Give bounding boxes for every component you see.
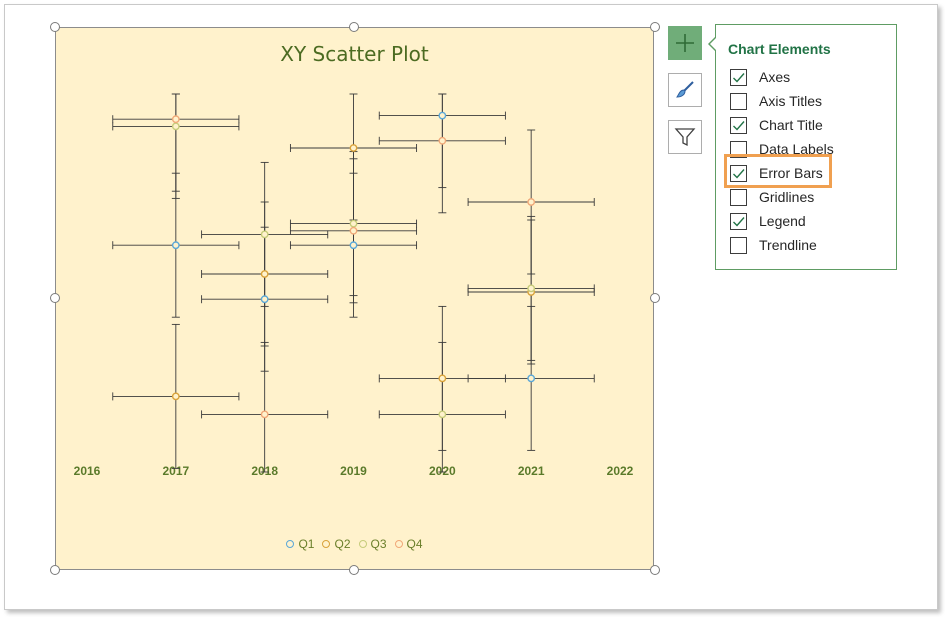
data-point-q4 [260,410,269,419]
checkbox[interactable] [730,188,747,206]
brush-icon [676,81,694,98]
option-label: Data Labels [759,141,834,157]
option-label: Chart Title [759,117,823,133]
legend-entry-q1[interactable]: Q1 [286,537,314,551]
resize-handle-top[interactable] [349,22,359,32]
legend-label: Q4 [406,537,423,551]
option-gridlines[interactable]: Gridlines [730,187,814,207]
legend[interactable]: Q1 Q2 Q3 Q4 [56,537,653,551]
x-tick-label: 2021 [518,464,545,478]
option-label: Gridlines [759,189,815,205]
option-axis-titles[interactable]: Axis Titles [730,91,822,111]
chart-elements-panel: Chart Elements Axes Axis Titles Chart Titl… [715,24,897,270]
x-tick-label: 2017 [162,464,189,478]
checkbox[interactable] [730,164,747,182]
data-point-q3 [527,284,536,293]
legend-marker [358,539,367,548]
option-label: Axes [759,69,791,85]
option-chart-title[interactable]: Chart Title [730,115,823,135]
chart-filters-button[interactable] [668,120,702,154]
plus-icon [676,34,694,52]
chart-area[interactable]: XY Scatter Plot 2016 2017 2018 2019 2020 2021… [55,27,654,570]
checkmark-icon [733,168,745,179]
resize-handle-top-right[interactable] [650,22,660,32]
checkbox[interactable] [730,140,747,158]
option-label: Legend [759,213,806,229]
data-point-q3 [438,410,447,419]
error-bars-highlight [724,154,832,188]
checkmark-icon [733,72,745,83]
data-point-q3 [171,122,180,131]
x-tick-label: 2016 [74,464,101,478]
checkbox[interactable] [730,212,747,230]
option-label: Axis Titles [759,93,823,109]
panel-title: Chart Elements [728,41,831,57]
option-data-labels[interactable]: Data Labels [730,139,834,159]
chart-title[interactable]: XY Scatter Plot [280,42,429,66]
data-point-q1 [171,241,180,250]
checkbox[interactable] [730,68,747,86]
legend-entry-q3[interactable]: Q3 [358,537,387,551]
option-legend[interactable]: Legend [730,211,806,231]
legend-label: Q1 [298,537,315,551]
data-point-q4 [171,115,180,124]
checkmark-icon [733,120,745,131]
data-point-q4 [527,198,536,206]
data-point-q4 [438,136,447,145]
resize-handle-bottom-right[interactable] [650,565,660,575]
resize-handle-top-left[interactable] [50,22,60,32]
checkbox[interactable] [730,236,747,254]
option-error-bars[interactable]: Error Bars [730,163,823,183]
checkbox[interactable] [730,92,747,110]
resize-handle-bottom-left[interactable] [50,565,60,575]
checkbox[interactable] [730,116,747,134]
x-tick-label: 2019 [340,464,367,478]
legend-label: Q2 [334,537,351,551]
checkmark-icon [733,216,745,227]
resize-handle-right[interactable] [650,293,660,303]
legend-entry-q4[interactable]: Q4 [394,537,423,551]
option-label: Trendline [759,237,817,253]
data-point-q4 [349,226,358,235]
legend-marker [394,539,403,548]
chart-styles-button[interactable] [668,73,702,107]
data-point-q2 [260,270,269,278]
legend-marker [322,539,331,548]
option-label: Error Bars [759,165,823,181]
legend-marker [286,539,295,548]
x-tick-label: 2022 [607,464,634,478]
data-point-q2 [438,374,447,383]
data-point-q1 [527,374,536,383]
data-point-q2 [171,392,180,401]
data-point-q1 [349,241,358,250]
plot-area: 2016 2017 2018 2019 2020 2021 2022 [74,93,634,478]
funnel-icon [674,128,696,147]
data-point-q3 [349,219,358,228]
data-point-q2 [349,144,358,152]
legend-label: Q3 [370,537,387,551]
chart-elements-button[interactable] [668,26,702,60]
option-trendline[interactable]: Trendline [730,235,817,255]
data-point-q1 [260,295,269,304]
resize-handle-left[interactable] [50,293,60,303]
option-axes[interactable]: Axes [730,67,790,87]
data-point-q1 [438,111,447,120]
legend-entry-q2[interactable]: Q2 [322,537,351,551]
resize-handle-bottom[interactable] [349,565,359,575]
data-point-q3 [260,230,269,239]
